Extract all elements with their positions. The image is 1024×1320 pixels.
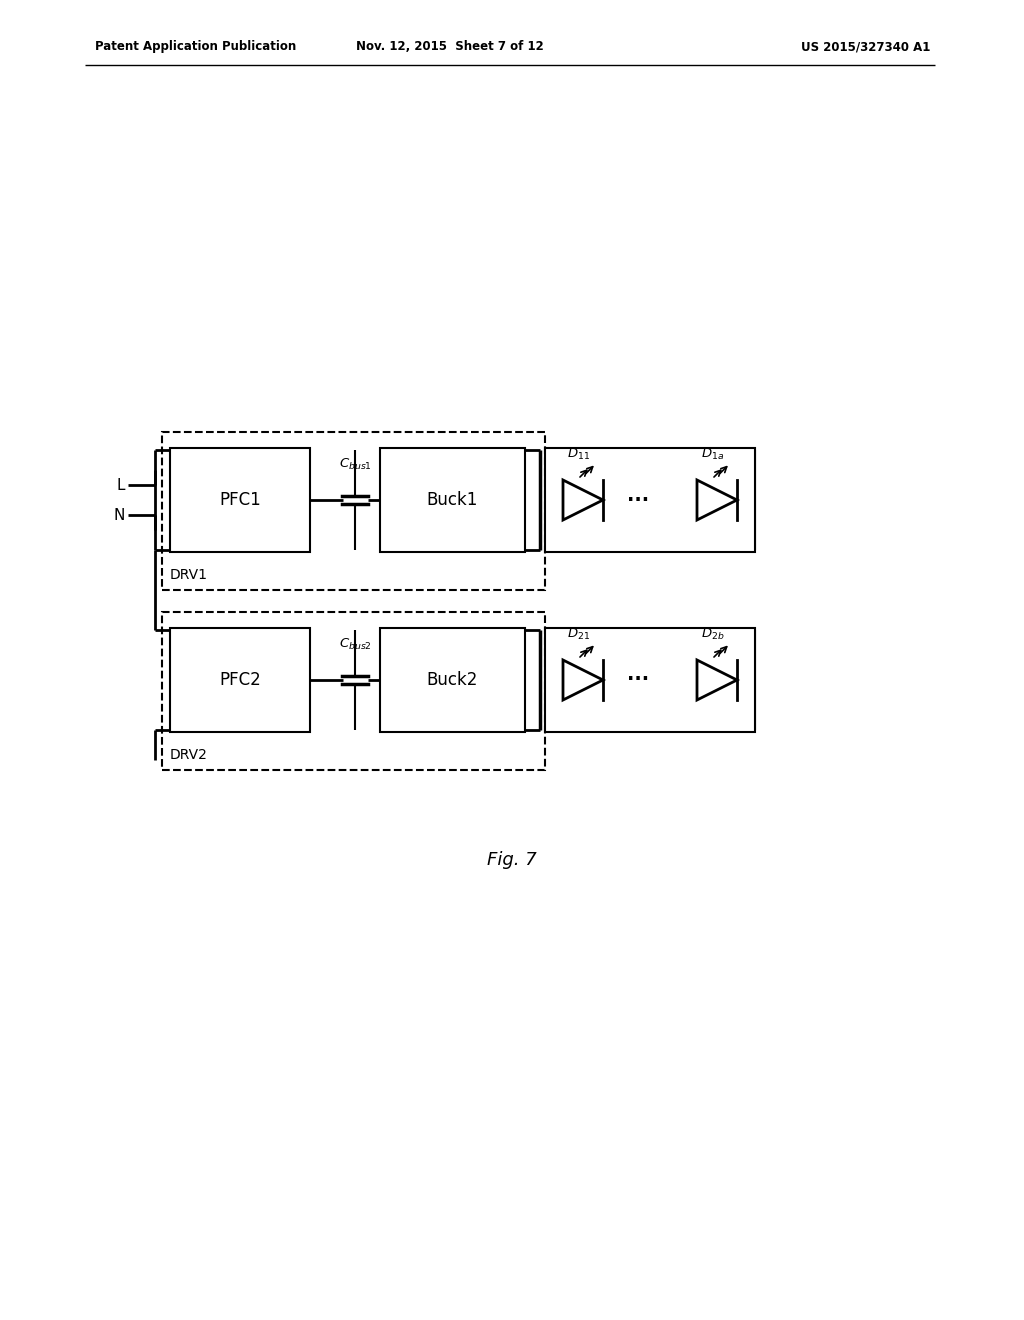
Text: $D_{2b}$: $D_{2b}$ — [701, 627, 725, 642]
Bar — [162, 432, 545, 590]
Text: Fig. 7: Fig. 7 — [487, 851, 537, 869]
Text: US 2015/327340 A1: US 2015/327340 A1 — [801, 40, 930, 53]
Text: Nov. 12, 2015  Sheet 7 of 12: Nov. 12, 2015 Sheet 7 of 12 — [356, 40, 544, 53]
Text: Patent Application Publication: Patent Application Publication — [95, 40, 296, 53]
Bar — [380, 628, 525, 733]
Bar — [545, 628, 755, 733]
Text: PFC2: PFC2 — [219, 671, 261, 689]
Text: L: L — [117, 478, 125, 492]
Text: PFC1: PFC1 — [219, 491, 261, 510]
Text: $D_{21}$: $D_{21}$ — [567, 627, 591, 642]
Text: ···: ··· — [627, 671, 649, 689]
Text: $C_{bus1}$: $C_{bus1}$ — [339, 457, 372, 473]
Bar — [162, 612, 545, 770]
Bar — [380, 447, 525, 552]
Bar — [170, 447, 310, 552]
Text: $D_{1a}$: $D_{1a}$ — [701, 447, 725, 462]
Text: Buck1: Buck1 — [427, 491, 478, 510]
Bar — [545, 447, 755, 552]
Text: DRV2: DRV2 — [170, 748, 208, 762]
Bar — [170, 628, 310, 733]
Text: ···: ··· — [627, 491, 649, 510]
Text: N: N — [114, 507, 125, 523]
Text: Buck2: Buck2 — [427, 671, 478, 689]
Text: $D_{11}$: $D_{11}$ — [567, 447, 591, 462]
Text: DRV1: DRV1 — [170, 568, 208, 582]
Text: $C_{bus2}$: $C_{bus2}$ — [339, 636, 372, 652]
